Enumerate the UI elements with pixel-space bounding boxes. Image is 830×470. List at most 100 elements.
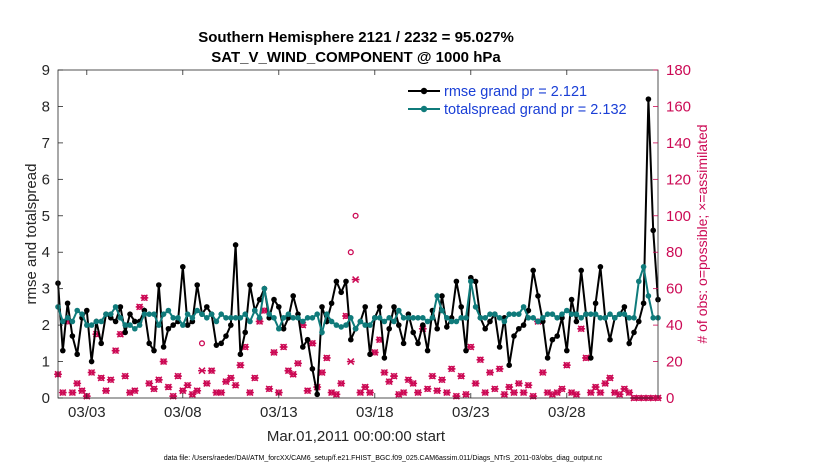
totalspread-point (621, 311, 628, 317)
obs-assimilated-point (222, 378, 230, 386)
totalspread-point (463, 315, 469, 321)
totalspread-point (535, 318, 541, 325)
obs-assimilated-point (337, 379, 346, 387)
obs-assimilated-point (615, 390, 624, 398)
rmse-point (156, 282, 162, 288)
totalspread-point (631, 315, 637, 321)
totalspread-point (208, 311, 215, 317)
totalspread-point (588, 311, 594, 317)
rmse-point (127, 311, 133, 317)
obs-assimilated-point (159, 358, 168, 366)
obs-assimilated-point (514, 379, 523, 387)
obs-assimilated-point (97, 374, 106, 382)
legend-rmse-label: rmse grand pr = 2.121 (444, 84, 587, 100)
obs-assimilated-point (116, 330, 125, 338)
totalspread-point (530, 315, 536, 321)
y-tick-label: 4 (42, 244, 50, 261)
left-axis: 0 1 2 3 4 5 6 7 8 9 (42, 62, 63, 407)
obs-assimilated-point (558, 385, 566, 393)
y2-tick-label: 100 (666, 208, 691, 225)
obs-assimilated-point (370, 348, 379, 356)
x-tick-label: 03/13 (260, 404, 298, 421)
obs-possible-point (198, 340, 206, 347)
totalspread-point (218, 311, 224, 317)
totalspread-point (79, 311, 85, 317)
totalspread-point (540, 315, 546, 321)
totalspread-point (98, 318, 104, 325)
chart-subtitle: SAT_V_WIND_COMPONENT @ 1000 hPa (211, 49, 501, 66)
totalspread-point (597, 315, 604, 321)
rmse-point (544, 355, 551, 361)
totalspread-point (444, 315, 450, 321)
obs-assimilated-point (586, 389, 595, 397)
totalspread-point (554, 315, 560, 321)
rmse-point (463, 347, 469, 354)
obs-assimilated-point (481, 389, 490, 397)
obs-assimilated-point (471, 379, 480, 387)
totalspread-point (170, 315, 176, 321)
obs-assimilated-point (135, 303, 144, 311)
y-tick-label: 2 (42, 317, 50, 334)
totalspread-point (429, 315, 436, 321)
obs-assimilated-point (380, 368, 389, 377)
rmse-point (170, 322, 176, 328)
rmse-point (146, 340, 152, 347)
obs-assimilated-point (183, 381, 192, 389)
rmse-point (621, 304, 628, 310)
obs-assimilated-point (303, 387, 312, 395)
totalspread-point (636, 278, 642, 285)
rmse-point (554, 333, 560, 339)
rmse-point (117, 304, 124, 310)
rmse-point (194, 282, 200, 288)
obs-assimilated-point (188, 390, 197, 398)
obs-assimilated-point (361, 383, 370, 391)
totalspread-point (492, 311, 498, 317)
obs-assimilated-point (294, 359, 302, 367)
rmse-point (314, 391, 321, 398)
rmse-point (434, 325, 441, 332)
obs-assimilated-point (145, 379, 154, 387)
rmse-point (309, 366, 316, 372)
rmse-point (223, 333, 229, 339)
obs-assimilated-point (279, 343, 288, 351)
obs-assimilated-point (289, 370, 298, 378)
rmse-point (343, 278, 349, 285)
obs-assimilated-point (78, 387, 86, 395)
totalspread-point (583, 311, 589, 317)
rmse-point (132, 318, 138, 325)
totalspread-point (405, 315, 412, 321)
totalspread-point (304, 315, 311, 321)
rmse-point (592, 300, 599, 307)
obs-assimilated-point (226, 374, 235, 382)
totalspread-point (352, 325, 359, 332)
rmse-point (88, 358, 95, 365)
totalspread-point (525, 315, 532, 321)
totalspread-point (132, 325, 138, 332)
totalspread-point (136, 322, 143, 328)
rmse-point (112, 318, 119, 325)
totalspread-point (592, 311, 599, 317)
obs-assimilated-point (601, 379, 610, 387)
totalspread-point (151, 311, 157, 317)
obs-assimilated-point (178, 387, 187, 395)
rmse-point (237, 351, 244, 358)
rmse-point (439, 293, 445, 299)
obs-assimilated-point (442, 389, 451, 397)
rmse-point (348, 336, 354, 343)
x-tick-label: 03/28 (548, 404, 586, 421)
obs-assimilated-point (164, 383, 173, 391)
rmse-point (213, 342, 220, 348)
obs-assimilated-point (270, 348, 278, 356)
obs-assimilated-point (495, 365, 504, 373)
obs-assimilated-point (102, 387, 110, 395)
totalspread-point (314, 311, 321, 317)
y2-tick-label: 120 (666, 171, 691, 188)
obs-assimilated-point (505, 383, 514, 391)
rmse-point (444, 324, 450, 330)
y-tick-label: 7 (42, 135, 50, 152)
obs-assimilated-point (308, 339, 317, 347)
rmse-point (511, 333, 517, 339)
totalspread-point (578, 315, 584, 321)
totalspread-point (228, 315, 234, 321)
y2-tick-label: 160 (666, 98, 691, 115)
